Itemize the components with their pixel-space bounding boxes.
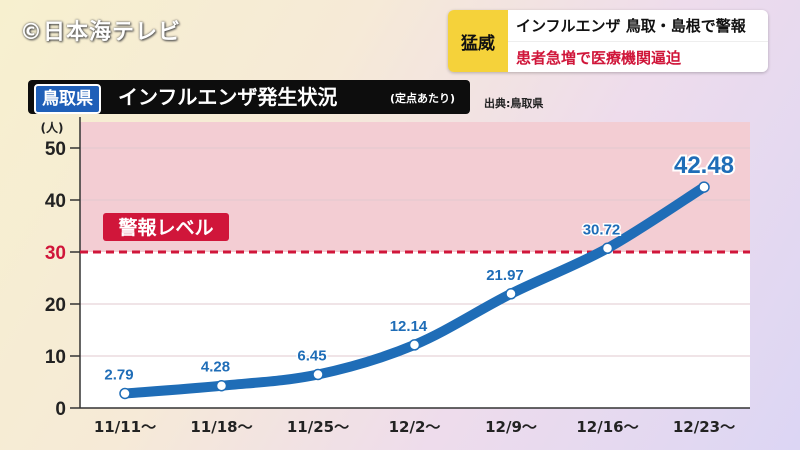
y-tick-label: 10 xyxy=(45,347,66,368)
data-label: 4.28 xyxy=(201,359,230,376)
data-point xyxy=(408,339,421,351)
y-tick-label: 20 xyxy=(45,295,66,316)
data-label: 30.72 xyxy=(583,221,621,238)
alert-label-badge xyxy=(103,213,229,241)
chart-subtitle: (定点あたり) xyxy=(390,92,456,105)
x-tick-label: 12/2〜 xyxy=(389,418,441,436)
y-tick-label: 30 xyxy=(45,243,66,264)
data-point xyxy=(119,387,131,400)
alert-label: 警報レベル xyxy=(118,216,213,239)
data-source: 出典:鳥取県 xyxy=(484,97,544,110)
watermark: ©日本海テレビ xyxy=(20,20,182,45)
y-tick-label: 50 xyxy=(45,139,66,160)
x-tick-label: 11/25〜 xyxy=(287,418,349,436)
news-ticker: 猛威 インフルエンザ 鳥取・島根で警報 患者急増で医療機関逼迫 xyxy=(448,10,768,72)
x-tick-label: 12/16〜 xyxy=(576,418,638,436)
x-tick-label: 12/9〜 xyxy=(485,418,537,436)
y-axis-label: (人) xyxy=(41,120,64,135)
data-point xyxy=(698,181,710,193)
title-bar xyxy=(28,80,470,114)
x-tick-label: 12/23〜 xyxy=(673,418,735,436)
chart-title: インフルエンザ発生状況 xyxy=(118,85,338,109)
data-point xyxy=(312,368,324,381)
data-label: 2.79 xyxy=(104,366,133,383)
prefecture-badge: 鳥取県 xyxy=(34,84,101,114)
data-label: 12.14 xyxy=(390,318,428,335)
news-tag: 猛威 xyxy=(448,10,508,72)
x-tick-label: 11/18〜 xyxy=(190,418,252,436)
data-point xyxy=(505,288,517,300)
y-tick-label: 0 xyxy=(55,399,66,420)
data-label: 21.97 xyxy=(486,267,524,284)
data-point xyxy=(215,379,228,392)
news-headline: インフルエンザ 鳥取・島根で警報 xyxy=(508,10,768,41)
news-subheadline: 患者急増で医療機関逼迫 xyxy=(508,41,768,72)
data-point xyxy=(601,242,614,255)
x-tick-label: 11/11〜 xyxy=(94,418,156,436)
data-label: 6.45 xyxy=(297,347,326,364)
y-tick-label: 40 xyxy=(45,191,66,212)
data-label: 42.48 xyxy=(674,152,734,179)
